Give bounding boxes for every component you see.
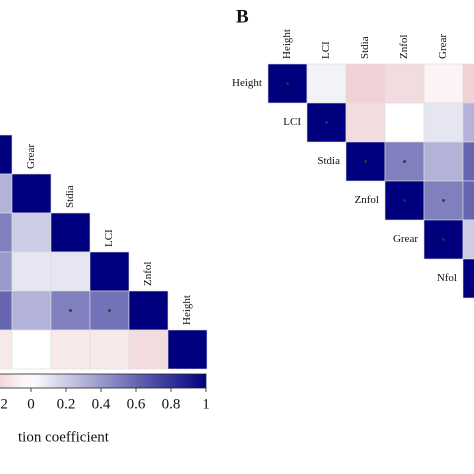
heatmap-cell [462, 219, 474, 260]
significance-dot [286, 82, 289, 85]
row-label: Height [232, 77, 262, 89]
significance-dot [364, 160, 367, 163]
heatmap-cell [462, 63, 474, 104]
column-label: Znfol [142, 262, 154, 286]
heatmap-cell [462, 141, 474, 182]
panel-label: B [236, 6, 249, 27]
significance-dot [403, 160, 406, 163]
heatmap-cell [462, 258, 474, 299]
heatmap-cell [128, 290, 169, 331]
heatmap-cell [11, 290, 52, 331]
heatmap-cell [423, 102, 464, 143]
heatmap-cell [0, 329, 13, 370]
heatmap-cell [0, 290, 13, 331]
significance-dot [403, 199, 406, 202]
column-label: Height [181, 295, 193, 325]
colorbar-label: tion coefficient [18, 429, 110, 445]
colorbar-tick-label: 1 [202, 396, 210, 412]
heatmap-cell [11, 212, 52, 253]
column-label: Stdia [359, 36, 371, 59]
heatmap-cell [11, 329, 52, 370]
heatmap-cell [50, 251, 91, 292]
column-label: Znfol [398, 35, 410, 59]
colorbar-tick-label: 0.8 [162, 396, 181, 412]
heatmap-cell [50, 329, 91, 370]
significance-dot [108, 309, 111, 312]
heatmap-cell [128, 329, 169, 370]
heatmap-cell [50, 212, 91, 253]
heatmap-cell [306, 63, 347, 104]
heatmap-cell [345, 102, 386, 143]
significance-dot [442, 238, 445, 241]
significance-dot [442, 199, 445, 202]
heatmap-cell [423, 63, 464, 104]
heatmap-cell [462, 102, 474, 143]
column-label: Grear [25, 144, 37, 169]
row-label: Grear [393, 233, 418, 245]
colorbar-tick-label: -0.2 [0, 396, 8, 412]
heatmap-cell [0, 251, 13, 292]
heatmap-cell [167, 329, 208, 370]
heatmap-cell [345, 63, 386, 104]
row-label: Stdia [317, 155, 340, 167]
heatmap-cell [384, 63, 425, 104]
column-label: LCI [320, 41, 332, 59]
heatmap-cell [0, 173, 13, 214]
colorbar-tick-label: 0.6 [127, 396, 146, 412]
heatmap-cell [462, 180, 474, 221]
colorbar-tick-label: 0.4 [92, 396, 111, 412]
heatmap-cell [423, 141, 464, 182]
column-label: LCI [103, 229, 115, 247]
significance-dot [69, 309, 72, 312]
heatmap-cell [384, 102, 425, 143]
heatmap-cell [0, 212, 13, 253]
colorbar-tick-label: 0.2 [57, 396, 76, 412]
heatmap-cell [89, 251, 130, 292]
heatmap-cell [0, 134, 13, 175]
row-label: LCI [283, 116, 301, 128]
colorbar [0, 373, 207, 389]
significance-dot [325, 121, 328, 124]
heatmap-cell [11, 173, 52, 214]
row-label: Nfol [437, 272, 457, 284]
row-label: Znfol [355, 194, 379, 206]
colorbar-tick-label: 0 [27, 396, 35, 412]
heatmap-cell [11, 251, 52, 292]
column-label: Stdia [64, 185, 76, 208]
heatmap-cell [89, 329, 130, 370]
column-label: Grear [437, 34, 449, 59]
column-label: Height [281, 29, 293, 59]
